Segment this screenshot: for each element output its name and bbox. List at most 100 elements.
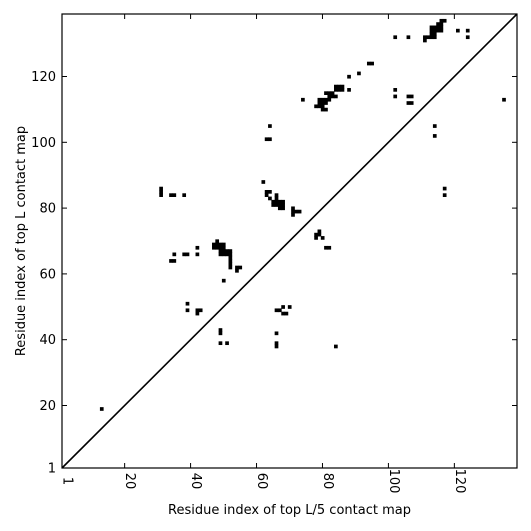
contact-point bbox=[281, 311, 285, 316]
contact-point bbox=[238, 265, 243, 270]
contact-point bbox=[502, 97, 506, 102]
contact-point bbox=[340, 88, 345, 92]
contact-point bbox=[287, 305, 292, 309]
contact-point bbox=[274, 341, 279, 346]
contact-point bbox=[281, 199, 285, 204]
contact-point bbox=[406, 94, 411, 99]
contact-point bbox=[228, 262, 233, 267]
contact-point bbox=[228, 259, 233, 263]
contact-point bbox=[429, 28, 434, 33]
contact-point bbox=[274, 196, 279, 201]
contact-point bbox=[228, 255, 233, 260]
contact-point bbox=[261, 180, 266, 184]
contact-point bbox=[423, 35, 427, 40]
contact-point bbox=[99, 407, 104, 411]
contact-point bbox=[172, 252, 177, 257]
contact-point bbox=[274, 193, 279, 197]
contact-point bbox=[277, 203, 282, 207]
contact-point bbox=[274, 199, 279, 204]
contact-point bbox=[228, 252, 233, 257]
contact-point bbox=[432, 134, 437, 138]
contact-point bbox=[264, 137, 269, 142]
contact-point bbox=[221, 252, 226, 257]
contact-point bbox=[330, 94, 335, 99]
contact-point bbox=[324, 101, 328, 105]
contact-point bbox=[334, 344, 338, 349]
y-tick-label: 80 bbox=[39, 202, 56, 217]
y-tick-label: 20 bbox=[39, 399, 56, 414]
contact-point bbox=[281, 305, 285, 309]
contact-point bbox=[330, 91, 335, 95]
contact-point bbox=[334, 84, 338, 89]
contact-point bbox=[291, 213, 295, 217]
contact-point bbox=[281, 203, 285, 207]
contact-point bbox=[277, 206, 282, 211]
contact-point bbox=[432, 32, 437, 36]
contact-point bbox=[317, 97, 322, 102]
contact-point bbox=[347, 74, 351, 79]
contact-point bbox=[423, 38, 427, 43]
contact-point bbox=[268, 196, 272, 201]
contact-point bbox=[172, 193, 177, 197]
contact-point bbox=[320, 236, 325, 240]
contact-point bbox=[436, 25, 440, 30]
contact-point bbox=[221, 249, 226, 253]
contact-point bbox=[320, 104, 325, 109]
contact-point bbox=[212, 245, 216, 250]
contact-point bbox=[337, 84, 342, 89]
x-tick-label: 80 bbox=[320, 473, 335, 490]
contact-point bbox=[320, 101, 325, 105]
contact-point bbox=[185, 252, 190, 257]
contact-point bbox=[439, 25, 444, 30]
contact-point bbox=[442, 186, 447, 191]
x-tick-label: 120 bbox=[452, 469, 467, 494]
contact-point bbox=[195, 252, 200, 257]
y-tick-label: 120 bbox=[31, 70, 56, 85]
contact-point bbox=[409, 94, 414, 99]
contact-point bbox=[439, 28, 444, 33]
contact-point bbox=[274, 308, 279, 313]
contact-point bbox=[274, 344, 279, 349]
contact-point bbox=[334, 88, 338, 92]
contact-point bbox=[442, 18, 447, 23]
contact-point bbox=[218, 245, 223, 250]
contact-point bbox=[215, 245, 220, 250]
contact-point bbox=[225, 252, 229, 257]
contact-point bbox=[198, 308, 203, 313]
contact-point bbox=[218, 331, 223, 336]
diagonal-line bbox=[61, 13, 518, 469]
x-tick-label: 20 bbox=[122, 473, 137, 490]
contact-point bbox=[426, 35, 431, 40]
contact-point bbox=[268, 190, 272, 194]
contact-point bbox=[317, 229, 322, 234]
contact-point bbox=[159, 190, 163, 194]
contact-point bbox=[221, 278, 226, 283]
contact-point bbox=[228, 249, 233, 253]
contact-point bbox=[271, 199, 276, 204]
contact-point bbox=[228, 265, 233, 270]
contact-point bbox=[195, 311, 200, 316]
contact-point bbox=[169, 193, 173, 197]
y-tick-label: 100 bbox=[31, 136, 56, 151]
contact-point bbox=[317, 101, 322, 105]
contact-point bbox=[442, 193, 447, 197]
contact-point bbox=[274, 203, 279, 207]
contact-point bbox=[393, 35, 398, 40]
contact-point bbox=[294, 209, 299, 214]
contact-point bbox=[393, 94, 398, 99]
contact-point bbox=[225, 341, 229, 346]
contact-point bbox=[429, 35, 434, 40]
contact-point bbox=[185, 301, 190, 306]
contact-point bbox=[291, 209, 295, 214]
contact-point bbox=[314, 232, 318, 237]
contact-point bbox=[429, 25, 434, 30]
contact-points bbox=[99, 18, 506, 411]
contact-point bbox=[301, 97, 305, 102]
contact-point bbox=[324, 91, 328, 95]
contact-point bbox=[215, 239, 220, 244]
y-tick-label: 40 bbox=[39, 333, 56, 348]
contact-point bbox=[314, 104, 318, 109]
contact-point bbox=[393, 88, 398, 92]
